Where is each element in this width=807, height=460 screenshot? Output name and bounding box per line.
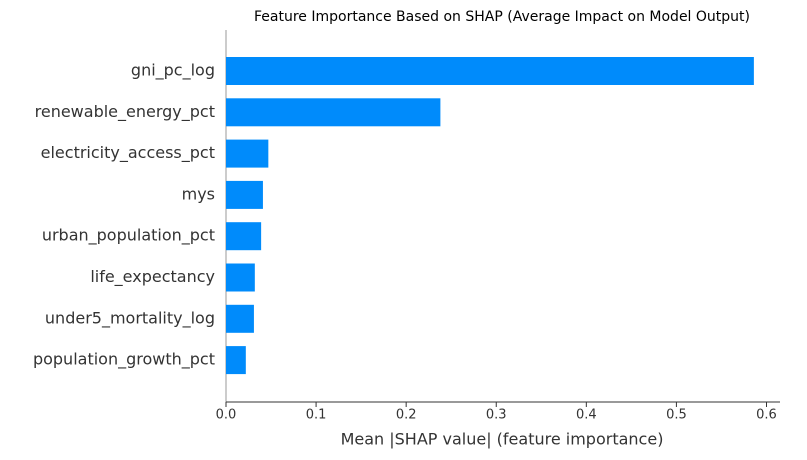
- y-tick-label: population_growth_pct: [33, 350, 215, 370]
- x-tick-label: 0.4: [576, 408, 597, 423]
- bar: [226, 57, 754, 85]
- bar: [226, 139, 269, 168]
- y-tick-label: renewable_energy_pct: [35, 102, 215, 122]
- y-tick-label: life_expectancy: [90, 267, 215, 287]
- bar: [226, 263, 255, 292]
- y-tick-label: gni_pc_log: [131, 61, 215, 81]
- y-tick-label: mys: [182, 184, 215, 203]
- x-tick-label: 0.5: [666, 408, 687, 423]
- y-tick-label: under5_mortality_log: [45, 308, 215, 328]
- chart-title: Feature Importance Based on SHAP (Averag…: [254, 9, 750, 25]
- bar: [226, 180, 263, 209]
- bar: [226, 346, 246, 375]
- y-tick-label: urban_population_pct: [42, 226, 215, 246]
- bar: [226, 222, 262, 251]
- x-tick-label: 0.6: [756, 408, 777, 423]
- bar: [226, 98, 441, 127]
- x-tick-label: 0.3: [486, 408, 507, 423]
- y-tick-label: electricity_access_pct: [41, 143, 215, 163]
- x-tick-label: 0.2: [396, 408, 417, 423]
- x-axis-label: Mean |SHAP value| (feature importance): [341, 430, 664, 449]
- x-tick-label: 0.1: [306, 408, 327, 423]
- bar: [226, 304, 254, 333]
- x-tick-label: 0.0: [216, 408, 237, 423]
